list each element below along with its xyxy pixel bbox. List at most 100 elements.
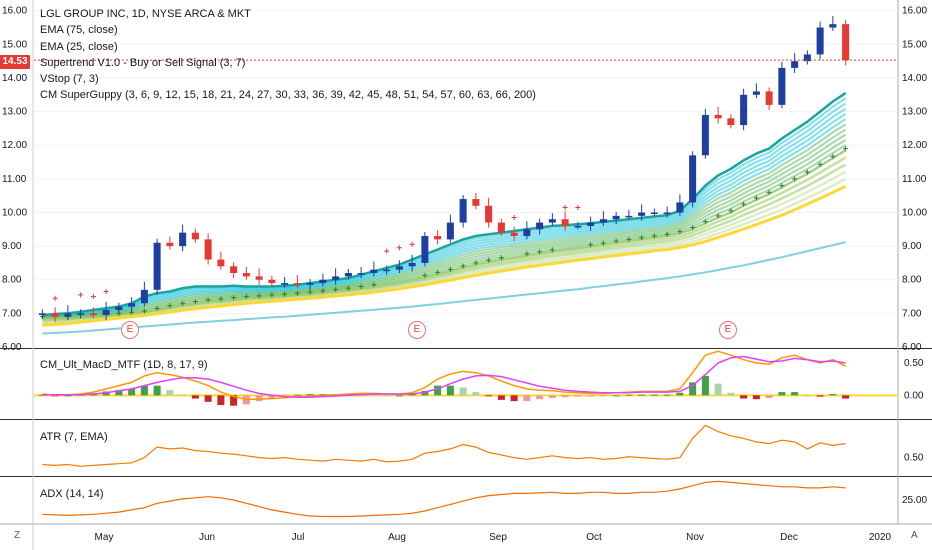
price-tick-label: 8.00 [902, 275, 922, 286]
price-candles [38, 16, 850, 322]
earnings-marker-may[interactable]: E [121, 321, 139, 339]
indicator-supertrend[interactable]: Supertrend V1.0 - Buy or Sell Signal (3,… [40, 56, 246, 69]
supertrend-mark [600, 240, 606, 246]
candle-body [204, 239, 212, 260]
atr-pane-label[interactable]: ATR (7, EMA) [40, 431, 108, 443]
price-tick-label-left: 7.00 [2, 308, 22, 319]
earnings-marker-aug[interactable]: E [408, 321, 426, 339]
macd-tick-label: 0.00 [904, 390, 924, 401]
candle-body [536, 222, 544, 230]
candle-body [459, 199, 467, 223]
indicator-superguppy[interactable]: CM SuperGuppy (3, 6, 9, 12, 15, 18, 21, … [40, 89, 536, 102]
ema-25-line [42, 92, 847, 317]
indicator-ema-25[interactable]: EMA (25, close) [40, 40, 118, 53]
indicator-vstop[interactable]: VStop (7, 3) [40, 73, 99, 86]
candle-body [408, 262, 416, 267]
supertrend-mark [192, 299, 198, 305]
macd-bar [230, 395, 238, 406]
supertrend-mark [256, 293, 262, 299]
supertrend-mark [753, 195, 759, 201]
supertrend-mark [345, 285, 351, 291]
macd-bar [485, 395, 493, 397]
macd-bar [574, 395, 582, 397]
supertrend-mark [422, 272, 428, 278]
candle-body [548, 219, 556, 223]
supertrend-mark [677, 229, 683, 235]
candle-body [268, 279, 276, 284]
candle-body [255, 276, 263, 280]
candle-body [115, 306, 123, 311]
time-tick-label: Sep [489, 532, 507, 543]
candle-body [421, 236, 429, 263]
macd-bar [472, 392, 480, 396]
macd-bar [38, 394, 46, 396]
supertrend-mark [333, 286, 339, 292]
supertrend-mark [473, 260, 479, 266]
supertrend-mark [307, 289, 313, 295]
macd-bar [803, 395, 811, 397]
candle-body [472, 199, 480, 206]
supertrend-mark [728, 208, 734, 214]
candle-body [689, 155, 697, 203]
supertrend-mark [792, 176, 798, 182]
supertrend-mark [639, 235, 645, 241]
zoom-icon[interactable]: Z [14, 530, 21, 541]
price-tick-label-left: 12.00 [2, 140, 27, 151]
macd-bar [293, 394, 301, 396]
candle-body [77, 313, 85, 315]
price-tick-label-left: 14.00 [2, 73, 27, 84]
price-tick-label: 16.00 [902, 6, 927, 17]
macd-bar [778, 392, 786, 396]
macd-bar [383, 395, 391, 397]
earnings-marker-nov[interactable]: E [719, 321, 737, 339]
adx-line [42, 480, 846, 518]
macd-bar [153, 385, 161, 396]
supertrend-mark [498, 255, 504, 261]
price-tick-label-left: 16.00 [2, 6, 27, 17]
last-price-tag: 14.53 [0, 55, 30, 69]
candle-body [714, 114, 722, 119]
guppy-200-line [42, 184, 847, 327]
symbol-title[interactable]: LGL GROUP INC, 1D, NYSE ARCA & MKT [40, 8, 251, 20]
price-tick-label-left: 11.00 [2, 174, 27, 185]
supertrend-mark [702, 219, 708, 225]
macd-bar [663, 394, 671, 396]
supertrend-mark [460, 263, 466, 269]
macd-tick-label: 0.50 [904, 358, 924, 369]
indicator-ema-75[interactable]: EMA (75, close) [40, 24, 118, 37]
guppy-band [42, 97, 847, 317]
price-tick-label: 7.00 [902, 308, 922, 319]
guppy-band [42, 128, 847, 319]
macd-bar [255, 395, 263, 402]
price-tick-label: 12.00 [902, 140, 927, 151]
candle-body [752, 91, 760, 95]
supertrend-mark [269, 292, 275, 298]
time-tick-label: Aug [388, 532, 406, 543]
guppy-band [42, 138, 847, 319]
macd-bar [791, 392, 799, 396]
adx-pane-label[interactable]: ADX (14, 14) [40, 488, 104, 500]
supertrend-mark [651, 233, 657, 239]
candle-body [625, 215, 633, 218]
macd-pane-label[interactable]: CM_Ult_MacD_MTF (1D, 8, 17, 9) [40, 359, 208, 371]
macd-bar [510, 395, 518, 402]
candle-body [281, 283, 289, 285]
candle-body [574, 225, 582, 228]
candle-body [740, 94, 748, 126]
candle-body [64, 313, 72, 317]
supertrend-mark [282, 291, 288, 297]
candle-body [102, 310, 110, 316]
candle-body [166, 242, 174, 247]
supertrend-mark [486, 257, 492, 263]
guppy-band [42, 133, 847, 319]
macd-bar [115, 390, 123, 396]
auto-scale-icon[interactable]: A [911, 530, 918, 541]
macd-bar [217, 395, 225, 406]
candle-body [510, 232, 518, 237]
supertrend-mark [626, 236, 632, 242]
candle-body [599, 219, 607, 223]
supertrend-markers [39, 146, 849, 320]
price-tick-label: 14.00 [902, 73, 927, 84]
candle-body [89, 313, 97, 316]
